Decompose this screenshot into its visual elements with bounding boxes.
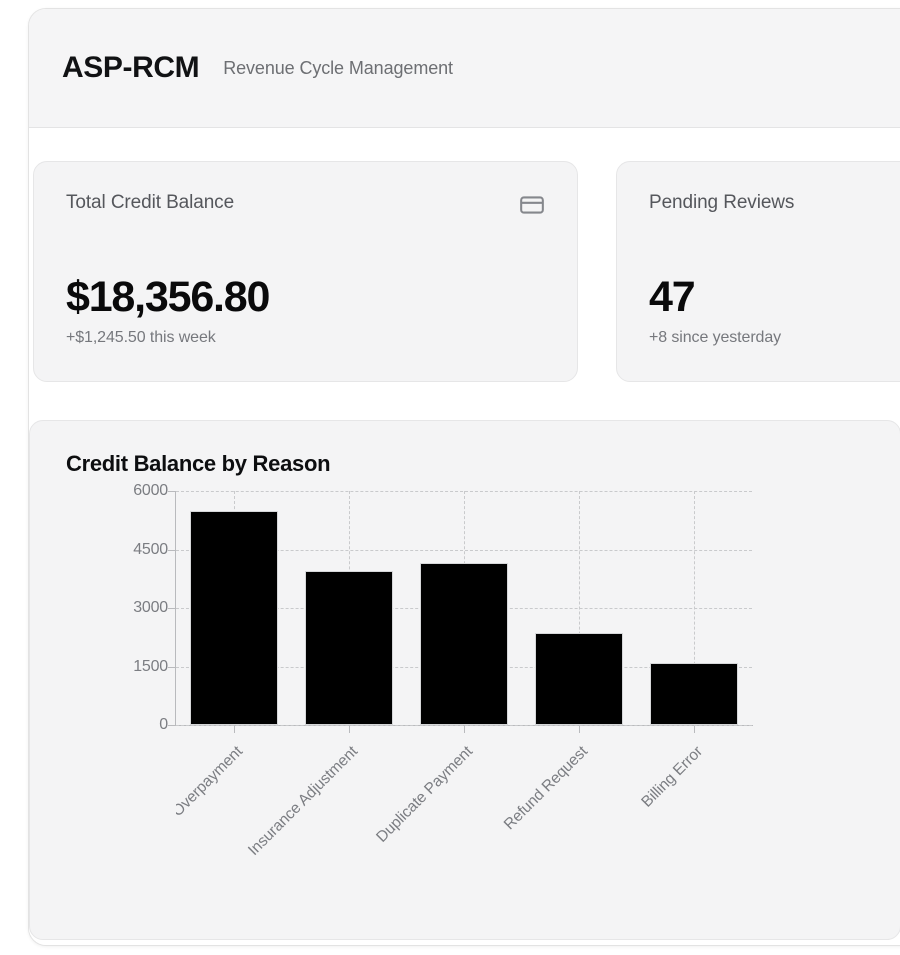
bar[interactable] [419,563,509,725]
brand-subtitle: Revenue Cycle Management [223,57,453,78]
stat-card-total-credit-balance[interactable]: Total Credit Balance $18,356.80 +$1,245.… [33,161,578,382]
stat-card-delta: +8 since yesterday [649,329,782,346]
bar[interactable] [304,570,393,725]
y-axis-tick-mark [168,549,175,551]
stat-card-pending-reviews[interactable]: Pending Reviews 47 +8 since yesterday [616,161,900,382]
bar-chart: 0 1500 3000 4500 6000 Overpayment Insurance A… [30,482,900,931]
y-axis-tick-label: 0 [159,716,168,733]
y-axis-tick-label: 4500 [133,540,168,558]
stat-card-header: Total Credit Balance [66,192,545,218]
bar[interactable] [535,633,624,725]
y-axis-tick-mark [168,608,175,609]
x-axis-tick-mark [464,726,465,733]
y-axis-spine [175,491,176,726]
gridline-vertical [579,491,581,725]
y-axis-tick-label: 1500 [133,657,168,675]
gridline-vertical [694,491,696,725]
x-axis-tick-mark [579,726,581,733]
y-axis-tick-mark [168,725,175,726]
y-axis-tick-mark [168,666,175,668]
stat-card-value: 47 [649,273,696,321]
brand-title: ASP-RCM [62,51,200,84]
y-axis-tick-labels: 0 1500 3000 4500 6000 [90,482,168,931]
plot-area [176,491,752,726]
bar[interactable] [650,663,739,725]
credit-card-icon [519,192,545,218]
x-axis-tick-labels: Overpayment Insurance Adjustment Duplicate… [176,737,752,857]
bar[interactable] [189,510,278,725]
x-axis-tick-label: Overpayment [176,743,246,821]
x-axis-tick-mark [233,726,235,733]
chart-card: Credit Balance by Reason 0 1500 3000 4500 60… [29,420,900,940]
stat-cards-row: Total Credit Balance $18,356.80 +$1,245.… [29,161,900,382]
chart-title: Credit Balance by Reason [66,451,331,476]
stat-card-label: Pending Reviews [649,192,795,213]
app-header: ASP-RCM Revenue Cycle Management [29,9,900,128]
app-body: Total Credit Balance $18,356.80 +$1,245.… [29,128,900,945]
y-axis-tick-label: 3000 [133,599,168,616]
stat-card-delta: +$1,245.50 this week [66,329,216,346]
x-axis-tick-mark [694,726,696,733]
gridline-horizontal [176,725,752,726]
y-axis-tick-mark [168,491,175,492]
stat-card-label: Total Credit Balance [66,192,235,213]
stat-card-value: $18,356.80 [66,273,270,321]
stat-card-header: Pending Reviews [649,192,900,214]
x-axis-tick-mark [348,726,350,733]
y-axis-tick-label: 6000 [133,482,168,499]
app-window: ASP-RCM Revenue Cycle Management Total C… [28,8,900,946]
